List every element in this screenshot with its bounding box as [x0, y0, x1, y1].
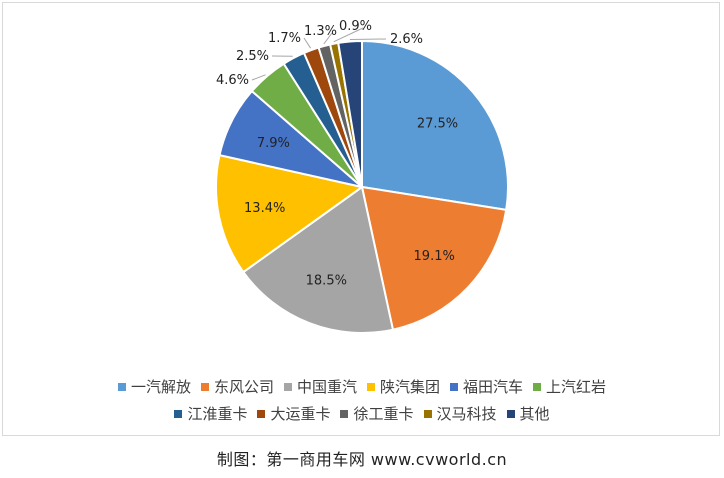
data-labels: 27.5% 19.1% 18.5% 13.4% 7.9% 4.6% 2.5% 1.7% 1.3%…	[216, 19, 458, 289]
legend-item: 陕汽集团	[367, 376, 440, 397]
legend-row-1: 一汽解放 东风公司 中国重汽 陕汽集团 福田汽车 上汽红岩	[0, 376, 724, 397]
leader-line	[349, 38, 387, 40]
legend-swatch	[450, 382, 459, 391]
data-label: 2.5%	[236, 49, 269, 64]
data-label: 1.3%	[304, 24, 337, 39]
legend-swatch	[200, 382, 209, 391]
legend-label: 东风公司	[213, 378, 274, 396]
legend-label: 中国重汽	[296, 378, 357, 396]
pie-slice	[241, 185, 395, 334]
legend-label: 大运重卡	[270, 405, 331, 423]
legend-swatch	[283, 382, 292, 391]
legend-swatch	[367, 382, 375, 391]
legend-swatch	[340, 409, 349, 418]
data-label: 1.7%	[268, 31, 301, 46]
pie-slice	[337, 39, 363, 188]
legend-item: 其他	[506, 403, 550, 424]
legend-swatch	[506, 409, 515, 418]
legend-item: 江淮重卡	[174, 403, 247, 424]
pie-slice	[361, 39, 509, 211]
legend-label: 陕汽集团	[380, 378, 441, 396]
legend-swatch	[423, 409, 432, 418]
pie-slices	[215, 39, 509, 334]
pie-chart: 27.5% 19.1% 18.5% 13.4% 7.9% 4.6% 2.5% 1.7% 1.3%…	[215, 19, 509, 334]
legend-row-2: 江淮重卡 大运重卡 徐工重卡 汉马科技 其他	[0, 403, 724, 424]
leader-line	[333, 27, 364, 43]
leader-lines	[251, 27, 387, 81]
legend-item: 汉马科技	[423, 403, 497, 424]
legend-item: 东风公司	[200, 376, 274, 397]
data-label: 19.1%	[414, 249, 455, 264]
legend-swatch	[257, 409, 266, 418]
legend-label: 汉马科技	[436, 405, 497, 423]
data-label: 13.4%	[244, 201, 285, 216]
legend-item: 中国重汽	[283, 376, 357, 397]
legend-label: 江淮重卡	[187, 405, 248, 423]
data-label: 18.5%	[306, 274, 347, 289]
pie-slice	[360, 185, 508, 331]
pie-slice	[215, 153, 365, 274]
leader-line	[303, 37, 312, 49]
legend-label: 福田汽车	[463, 378, 524, 396]
legend-label: 上汽红岩	[546, 378, 607, 396]
data-label: 27.5%	[417, 117, 458, 132]
legend-item: 徐工重卡	[340, 403, 414, 424]
data-label: 0.9%	[339, 19, 372, 34]
legend-item: 上汽红岩	[533, 376, 606, 397]
legend: 一汽解放 东风公司 中国重汽 陕汽集团 福田汽车 上汽红岩 江淮重卡 大运重卡 徐工重卡 汉马科…	[0, 376, 724, 430]
data-label: 4.6%	[216, 73, 249, 88]
legend-item: 大运重卡	[257, 403, 330, 424]
legend-swatch	[117, 382, 126, 391]
data-label: 7.9%	[257, 136, 290, 151]
legend-swatch	[174, 409, 183, 418]
legend-label: 其他	[519, 405, 550, 423]
legend-swatch	[533, 382, 542, 391]
legend-label: 徐工重卡	[353, 405, 414, 423]
leader-line	[251, 74, 266, 81]
legend-label: 一汽解放	[130, 378, 191, 396]
legend-item: 一汽解放	[117, 376, 191, 397]
leader-line	[323, 32, 333, 45]
data-label: 2.6%	[390, 32, 423, 47]
caption: 制图：第一商用车网 www.cvworld.cn	[216, 450, 508, 469]
legend-item: 福田汽车	[450, 376, 523, 397]
